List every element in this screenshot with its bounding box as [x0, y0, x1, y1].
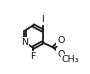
- Text: O: O: [57, 36, 65, 45]
- Text: N: N: [22, 38, 29, 47]
- Text: F: F: [30, 52, 36, 61]
- Text: O: O: [57, 50, 65, 59]
- Text: CH₃: CH₃: [62, 55, 79, 63]
- Text: I: I: [41, 15, 44, 24]
